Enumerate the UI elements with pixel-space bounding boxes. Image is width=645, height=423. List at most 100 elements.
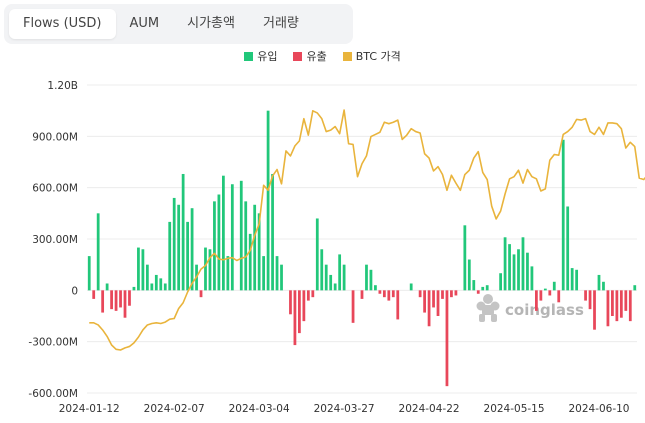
outflow-bar[interactable]	[378, 290, 382, 294]
outflow-bar[interactable]	[119, 290, 122, 308]
outflow-bar[interactable]	[306, 290, 310, 301]
inflow-bar[interactable]	[409, 283, 413, 291]
outflow-bar[interactable]	[445, 290, 449, 387]
inflow-bar[interactable]	[329, 274, 333, 291]
inflow-bar[interactable]	[226, 256, 230, 291]
outflow-bar[interactable]	[615, 290, 619, 322]
inflow-bar[interactable]	[230, 184, 234, 291]
outflow-bar[interactable]	[628, 290, 632, 322]
tab-volume[interactable]: 거래량	[262, 16, 299, 31]
inflow-bar[interactable]	[320, 249, 324, 291]
inflow-bar[interactable]	[159, 278, 163, 291]
inflow-bar[interactable]	[253, 204, 257, 291]
inflow-bar[interactable]	[315, 218, 319, 291]
inflow-bar[interactable]	[485, 285, 489, 291]
inflow-bar[interactable]	[566, 206, 570, 291]
outflow-bar[interactable]	[619, 290, 623, 318]
outflow-bar[interactable]	[110, 290, 113, 310]
outflow-bar[interactable]	[611, 290, 614, 316]
inflow-bar[interactable]	[132, 286, 136, 291]
inflow-bar[interactable]	[463, 225, 467, 291]
outflow-bar[interactable]	[302, 290, 306, 322]
outflow-bar[interactable]	[436, 290, 440, 316]
inflow-bar[interactable]	[257, 213, 261, 291]
inflow-bar[interactable]	[499, 273, 502, 291]
outflow-bar[interactable]	[423, 290, 426, 313]
inflow-bar[interactable]	[208, 249, 212, 291]
outflow-bar[interactable]	[298, 290, 301, 334]
inflow-bar[interactable]	[239, 180, 243, 291]
inflow-bar[interactable]	[150, 283, 154, 291]
outflow-bar[interactable]	[293, 290, 297, 346]
inflow-bar[interactable]	[87, 256, 91, 291]
inflow-bar[interactable]	[333, 283, 337, 291]
inflow-bar[interactable]	[177, 204, 181, 291]
inflow-bar[interactable]	[472, 280, 476, 291]
inflow-bar[interactable]	[96, 213, 100, 291]
outflow-bar[interactable]	[128, 290, 131, 306]
outflow-bar[interactable]	[588, 290, 592, 310]
inflow-bar[interactable]	[374, 285, 377, 291]
outflow-bar[interactable]	[92, 290, 96, 299]
inflow-bar[interactable]	[543, 288, 547, 291]
outflow-bar[interactable]	[391, 290, 395, 298]
inflow-bar[interactable]	[163, 283, 167, 291]
outflow-bar[interactable]	[454, 290, 458, 296]
inflow-bar[interactable]	[141, 249, 145, 291]
inflow-bar[interactable]	[369, 269, 373, 291]
outflow-bar[interactable]	[476, 290, 480, 294]
inflow-bar[interactable]	[481, 286, 485, 291]
outflow-bar[interactable]	[539, 290, 543, 301]
inflow-bar[interactable]	[186, 221, 189, 291]
inflow-bar[interactable]	[204, 247, 207, 291]
outflow-bar[interactable]	[584, 290, 587, 301]
outflow-bar[interactable]	[624, 290, 628, 311]
outflow-bar[interactable]	[432, 290, 435, 308]
inflow-bar[interactable]	[324, 264, 328, 291]
tab-aum[interactable]: AUM	[129, 16, 160, 31]
outflow-bar[interactable]	[387, 290, 391, 301]
inflow-bar[interactable]	[275, 256, 279, 291]
outflow-bar[interactable]	[123, 290, 127, 318]
inflow-bar[interactable]	[172, 197, 176, 291]
outflow-bar[interactable]	[418, 290, 422, 298]
outflow-bar[interactable]	[396, 290, 400, 320]
outflow-bar[interactable]	[548, 290, 552, 296]
outflow-bar[interactable]	[101, 290, 105, 313]
inflow-bar[interactable]	[552, 281, 556, 291]
outflow-bar[interactable]	[606, 290, 610, 327]
inflow-bar[interactable]	[521, 237, 525, 291]
inflow-bar[interactable]	[602, 281, 605, 291]
inflow-bar[interactable]	[248, 233, 252, 291]
inflow-bar[interactable]	[181, 173, 185, 291]
inflow-bar[interactable]	[145, 264, 149, 291]
inflow-bar[interactable]	[512, 254, 516, 291]
inflow-bar[interactable]	[597, 274, 601, 291]
outflow-bar[interactable]	[557, 290, 561, 303]
inflow-bar[interactable]	[137, 247, 140, 291]
tab-flows[interactable]: Flows (USD)	[9, 9, 116, 39]
outflow-bar[interactable]	[289, 290, 292, 315]
inflow-bar[interactable]	[530, 266, 534, 291]
outflow-bar[interactable]	[114, 290, 118, 311]
inflow-bar[interactable]	[561, 139, 565, 291]
inflow-bar[interactable]	[633, 285, 637, 291]
inflow-bar[interactable]	[154, 274, 158, 291]
outflow-bar[interactable]	[450, 290, 453, 298]
inflow-bar[interactable]	[508, 244, 511, 291]
inflow-bar[interactable]	[190, 208, 194, 291]
inflow-bar[interactable]	[262, 256, 266, 291]
inflow-bar[interactable]	[217, 194, 221, 291]
inflow-bar[interactable]	[168, 221, 172, 291]
legend-outflow[interactable]: 유출	[293, 48, 327, 64]
outflow-bar[interactable]	[199, 290, 203, 298]
outflow-bar[interactable]	[351, 290, 355, 323]
inflow-bar[interactable]	[280, 264, 283, 291]
inflow-bar[interactable]	[342, 264, 346, 291]
outflow-bar[interactable]	[535, 290, 538, 311]
inflow-bar[interactable]	[467, 259, 471, 291]
inflow-bar[interactable]	[526, 252, 529, 291]
inflow-bar[interactable]	[570, 268, 574, 291]
inflow-bar[interactable]	[517, 249, 520, 291]
inflow-bar[interactable]	[575, 269, 579, 291]
